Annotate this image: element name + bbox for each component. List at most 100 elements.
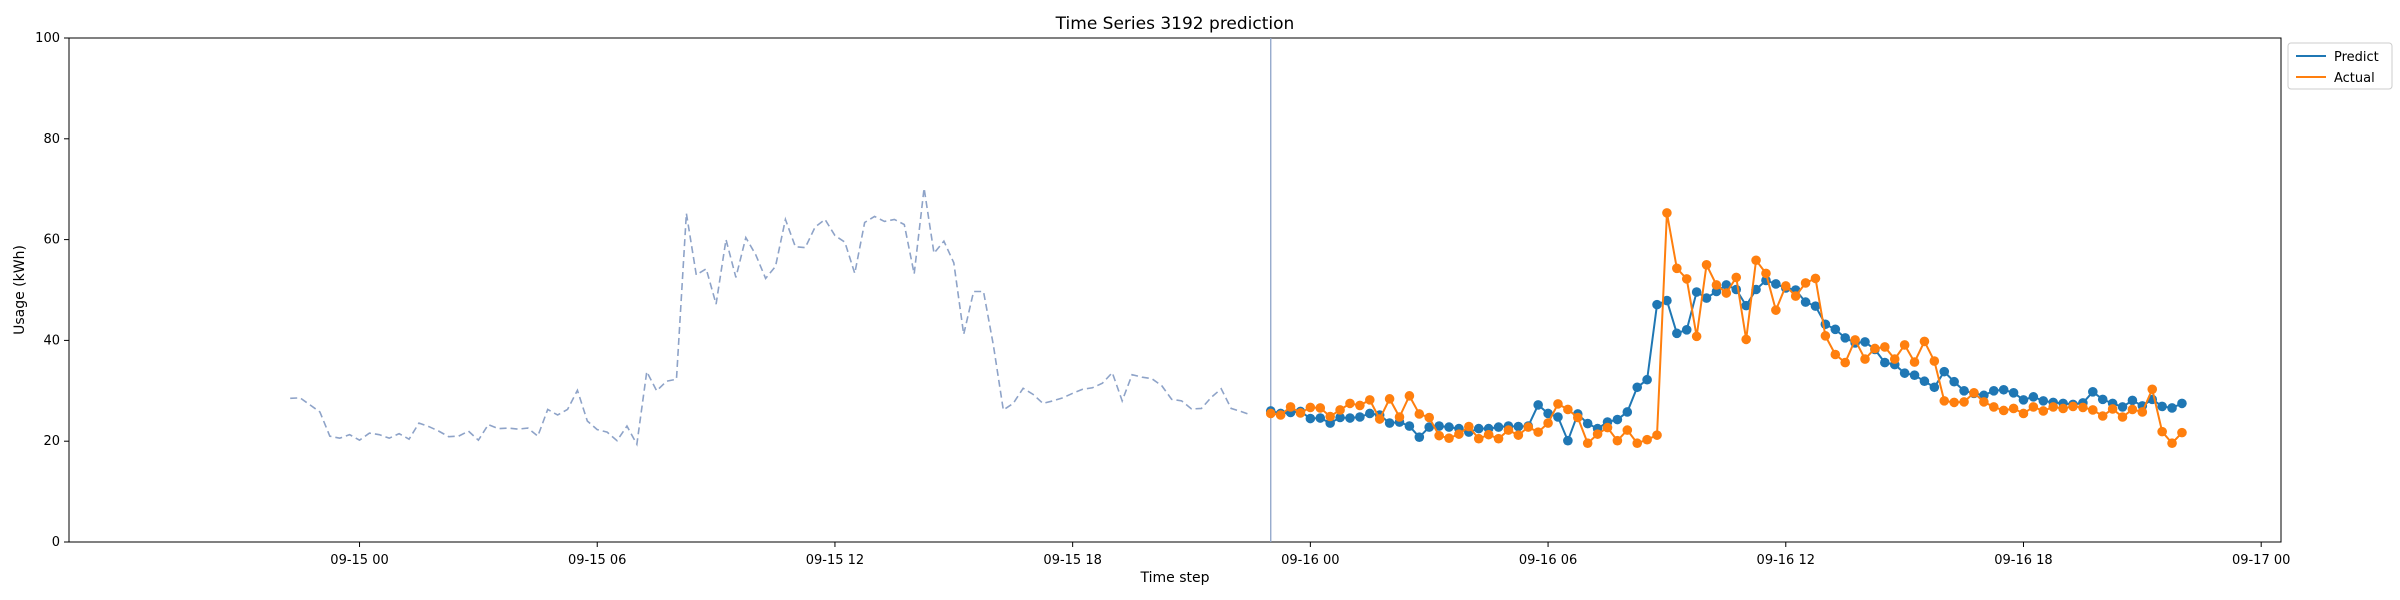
series-actual-point [1691, 331, 1702, 342]
series-actual-point [1275, 410, 1286, 420]
series-actual-point [1444, 433, 1454, 443]
series-actual-point [2127, 404, 2138, 415]
series-actual-point [1473, 433, 1484, 444]
series-actual-point [1889, 354, 1900, 364]
series-predict-point [2177, 398, 2187, 409]
series-predict-point [1533, 400, 1543, 410]
series-actual-point [1592, 429, 1603, 439]
series-actual-point [1840, 357, 1850, 368]
series-actual-point [1830, 349, 1841, 360]
series-actual-point [1919, 336, 1930, 347]
series-actual-point [1681, 274, 1692, 284]
series-actual-point [1384, 394, 1395, 404]
x-tick-label: 09-17 00 [2232, 553, 2290, 568]
series-actual-point [1909, 357, 1920, 367]
series-actual-point [1850, 335, 1860, 345]
series-predict-point [2167, 403, 2177, 413]
series-predict-point [1949, 376, 1959, 387]
series-actual-point [2088, 405, 2098, 415]
series-actual-point [1434, 430, 1444, 441]
series-actual-point [2137, 407, 2148, 417]
chart-title: Time Series 3192 prediction [1055, 14, 1295, 34]
series-actual-point [2058, 403, 2068, 414]
series-actual-point [1870, 343, 1880, 354]
series-predict-point [1444, 422, 1454, 432]
series-predict-point [1424, 422, 1435, 432]
series-predict-point [1513, 421, 1524, 432]
series-actual-point [1880, 342, 1890, 352]
series-actual-point [2028, 402, 2039, 412]
series-predict-point [1681, 325, 1692, 335]
series-actual-point [1662, 208, 1672, 218]
series-predict-point [1473, 423, 1484, 434]
y-tick-label: 40 [43, 333, 60, 348]
series-actual-point [1602, 422, 1613, 433]
series-actual-point [1761, 268, 1771, 279]
series-predict-point [2088, 387, 2098, 397]
y-tick-label: 80 [43, 132, 60, 147]
series-actual-point [1493, 433, 1504, 444]
series-predict-point [1860, 337, 1870, 347]
series-predict-point [1384, 418, 1395, 428]
series-actual-point [1483, 429, 1494, 440]
series-predict-point [2097, 394, 2108, 405]
series-predict-point [2117, 402, 2128, 412]
series-predict-point [1741, 300, 1751, 311]
series-predict-point [2028, 392, 2039, 402]
series-predict-point [1988, 386, 1999, 396]
plot-area [68, 37, 2282, 543]
series-actual-point [1622, 425, 1633, 435]
series-predict-point [2038, 396, 2049, 406]
series-predict-point [1582, 418, 1593, 429]
series-actual-point [1731, 272, 1742, 283]
x-tick-label: 09-16 12 [1757, 553, 1815, 568]
series-actual-point [2038, 406, 2049, 416]
series-actual-point [2018, 408, 2029, 419]
series-predict-point [1721, 280, 1732, 290]
x-tick-label: 09-15 18 [1043, 553, 1101, 568]
series-predict-point [1612, 414, 1623, 425]
series-predict-point [1345, 413, 1355, 423]
series-predict-point [1998, 384, 2009, 395]
series-actual-point [1582, 438, 1593, 449]
series-actual-point [1800, 278, 1811, 288]
series-actual-point [1315, 403, 1326, 413]
series-actual-point [1513, 430, 1524, 440]
series-predict-point [2008, 388, 2019, 398]
series-predict-point [2127, 395, 2138, 406]
series-actual-point [1672, 263, 1682, 274]
series-actual-point [1543, 418, 1553, 428]
series-actual-point [1414, 409, 1425, 419]
series-actual-point [1751, 255, 1761, 266]
series-actual-point [1790, 291, 1801, 301]
y-tick-label: 60 [43, 233, 60, 248]
series-predict-point [1325, 418, 1335, 428]
series-predict-point [1919, 376, 1930, 387]
series-actual-point [1265, 408, 1276, 419]
series-predict-point [1315, 413, 1326, 423]
series-actual-point [1335, 405, 1345, 415]
series-predict-point [1414, 432, 1425, 442]
x-tick-label: 09-16 06 [1519, 553, 1577, 568]
x-tick-label: 09-15 12 [806, 553, 864, 568]
series-actual-point [1563, 404, 1573, 415]
x-tick-label: 09-15 06 [568, 553, 626, 568]
series-actual-point [1810, 273, 1821, 284]
series-actual-point [1364, 395, 1375, 405]
legend: Predict Actual [2287, 42, 2393, 90]
series-actual-point [1780, 281, 1791, 291]
series-predict-line [1270, 279, 2183, 444]
series-actual-point [1998, 405, 2009, 416]
series-actual-point [1325, 411, 1335, 422]
series-actual-point [2177, 427, 2187, 438]
series-predict-point [1652, 299, 1662, 310]
series-predict-point [1672, 328, 1682, 339]
series-predict-point [1701, 293, 1712, 303]
series-actual-point [1374, 414, 1385, 424]
series-actual-point [1988, 402, 1999, 412]
series-predict-point [1909, 370, 1920, 380]
series-predict-point [2157, 401, 2167, 412]
series-actual-point [1701, 260, 1712, 270]
series-actual-point [1503, 425, 1514, 435]
